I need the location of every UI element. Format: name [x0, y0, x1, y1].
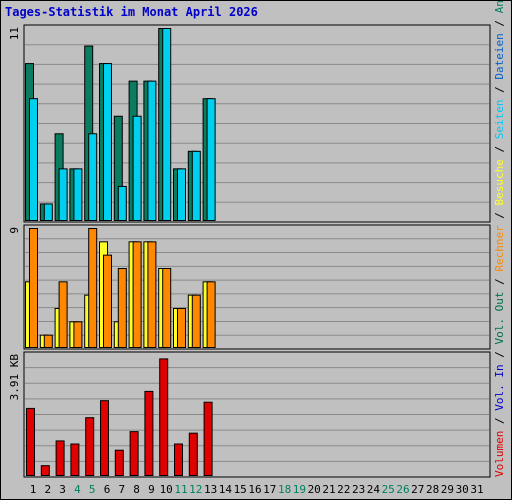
bar-rechner: [88, 228, 98, 348]
bar-rechner: [191, 294, 201, 348]
x-tick-label: 2: [44, 483, 51, 496]
x-tick-label: 6: [104, 483, 111, 496]
bar-volumen: [85, 417, 95, 477]
bar-volumen: [55, 440, 65, 477]
bar-rechner: [29, 228, 38, 348]
chart-title: Tages-Statistik im Monat April 2026: [5, 5, 258, 19]
x-tick-label: 8: [133, 483, 140, 496]
legend-entry: /: [493, 139, 506, 159]
bar-dateien: [206, 98, 216, 221]
bar-rechner: [43, 334, 53, 348]
bar-volumen: [26, 407, 35, 476]
x-tick-label: 25: [382, 483, 395, 496]
legend-entry: Dateien: [493, 33, 506, 79]
bar-dateien: [177, 168, 186, 221]
bar-dateien: [88, 133, 98, 221]
bar-dateien: [58, 168, 68, 221]
x-tick-label: 12: [189, 483, 202, 496]
right-legend: Volumen / Vol. In / Vol. Out / Rechner /…: [493, 0, 506, 477]
x-tick-label: 28: [426, 483, 439, 496]
legend-entry: /: [493, 411, 506, 431]
legend-entry: /: [493, 80, 506, 100]
legend-entry: /: [493, 345, 506, 365]
bar-rechner: [177, 308, 186, 348]
bar-volumen: [114, 449, 124, 476]
bar-rechner: [58, 281, 68, 349]
legend-entry: Vol. Out: [493, 292, 506, 345]
bar-volumen: [174, 443, 183, 477]
bar-dateien: [191, 150, 201, 221]
bar-rechner: [103, 254, 112, 349]
y-max-label: 3.91 KB: [8, 354, 21, 401]
bar-volumen: [144, 390, 154, 477]
bar-rechner: [117, 268, 127, 348]
bar-volumen: [159, 358, 169, 476]
legend-entry: Vol. In: [493, 364, 506, 410]
x-tick-label: 17: [263, 483, 276, 496]
legend-entry: Seiten: [493, 99, 506, 139]
x-tick-label: 21: [322, 483, 335, 496]
legend-entry: /: [493, 205, 506, 225]
bar-dateien: [132, 115, 142, 221]
legend-entry: Volumen: [493, 431, 506, 477]
bar-dateien: [103, 63, 112, 221]
x-tick-label: 11: [174, 483, 187, 496]
bar-volumen: [203, 401, 213, 477]
x-tick-label: 27: [411, 483, 424, 496]
y-max-label: 11: [8, 27, 21, 40]
bar-rechner: [132, 241, 142, 348]
bar-volumen: [70, 443, 80, 477]
bar-dateien: [162, 28, 172, 221]
legend-entry: /: [493, 13, 506, 33]
x-tick-label: 15: [234, 483, 247, 496]
bar-dateien: [29, 98, 38, 221]
legend-entry: Besuche: [493, 159, 506, 205]
x-tick-label: 23: [352, 483, 365, 496]
bar-rechner: [162, 268, 172, 348]
x-tick-label: 13: [204, 483, 217, 496]
bar-rechner: [147, 241, 157, 348]
bar-volumen: [40, 465, 50, 476]
x-tick-label: 1: [30, 483, 37, 496]
legend-entry: Anfragen: [493, 0, 506, 13]
bar-rechner: [206, 281, 216, 349]
x-tick-label: 31: [470, 483, 483, 496]
x-tick-label: 18: [278, 483, 291, 496]
bar-dateien: [117, 185, 127, 221]
x-tick-label: 5: [89, 483, 96, 496]
x-tick-label: 3: [59, 483, 66, 496]
x-tick-label: 7: [118, 483, 125, 496]
x-tick-label: 20: [308, 483, 321, 496]
bar-rechner: [73, 321, 83, 349]
legend-entry: Rechner: [493, 225, 506, 272]
x-tick-label: 29: [441, 483, 454, 496]
bar-dateien: [43, 203, 53, 221]
x-tick-label: 22: [337, 483, 350, 496]
bar-dateien: [73, 168, 83, 221]
x-tick-label: 10: [160, 483, 173, 496]
x-tick-label: 14: [219, 483, 233, 496]
bar-volumen: [188, 432, 198, 477]
bar-dateien: [147, 80, 157, 221]
x-tick-label: 30: [456, 483, 469, 496]
legend-entry: /: [493, 272, 506, 292]
bar-volumen: [129, 431, 139, 476]
x-tick-label: 4: [74, 483, 81, 496]
x-tick-label: 16: [248, 483, 261, 496]
y-max-label: 9: [8, 227, 21, 234]
x-tick-label: 9: [148, 483, 155, 496]
x-tick-label: 19: [293, 483, 306, 496]
x-tick-label: 26: [396, 483, 409, 496]
x-tick-label: 24: [367, 483, 381, 496]
bar-volumen: [100, 400, 109, 476]
